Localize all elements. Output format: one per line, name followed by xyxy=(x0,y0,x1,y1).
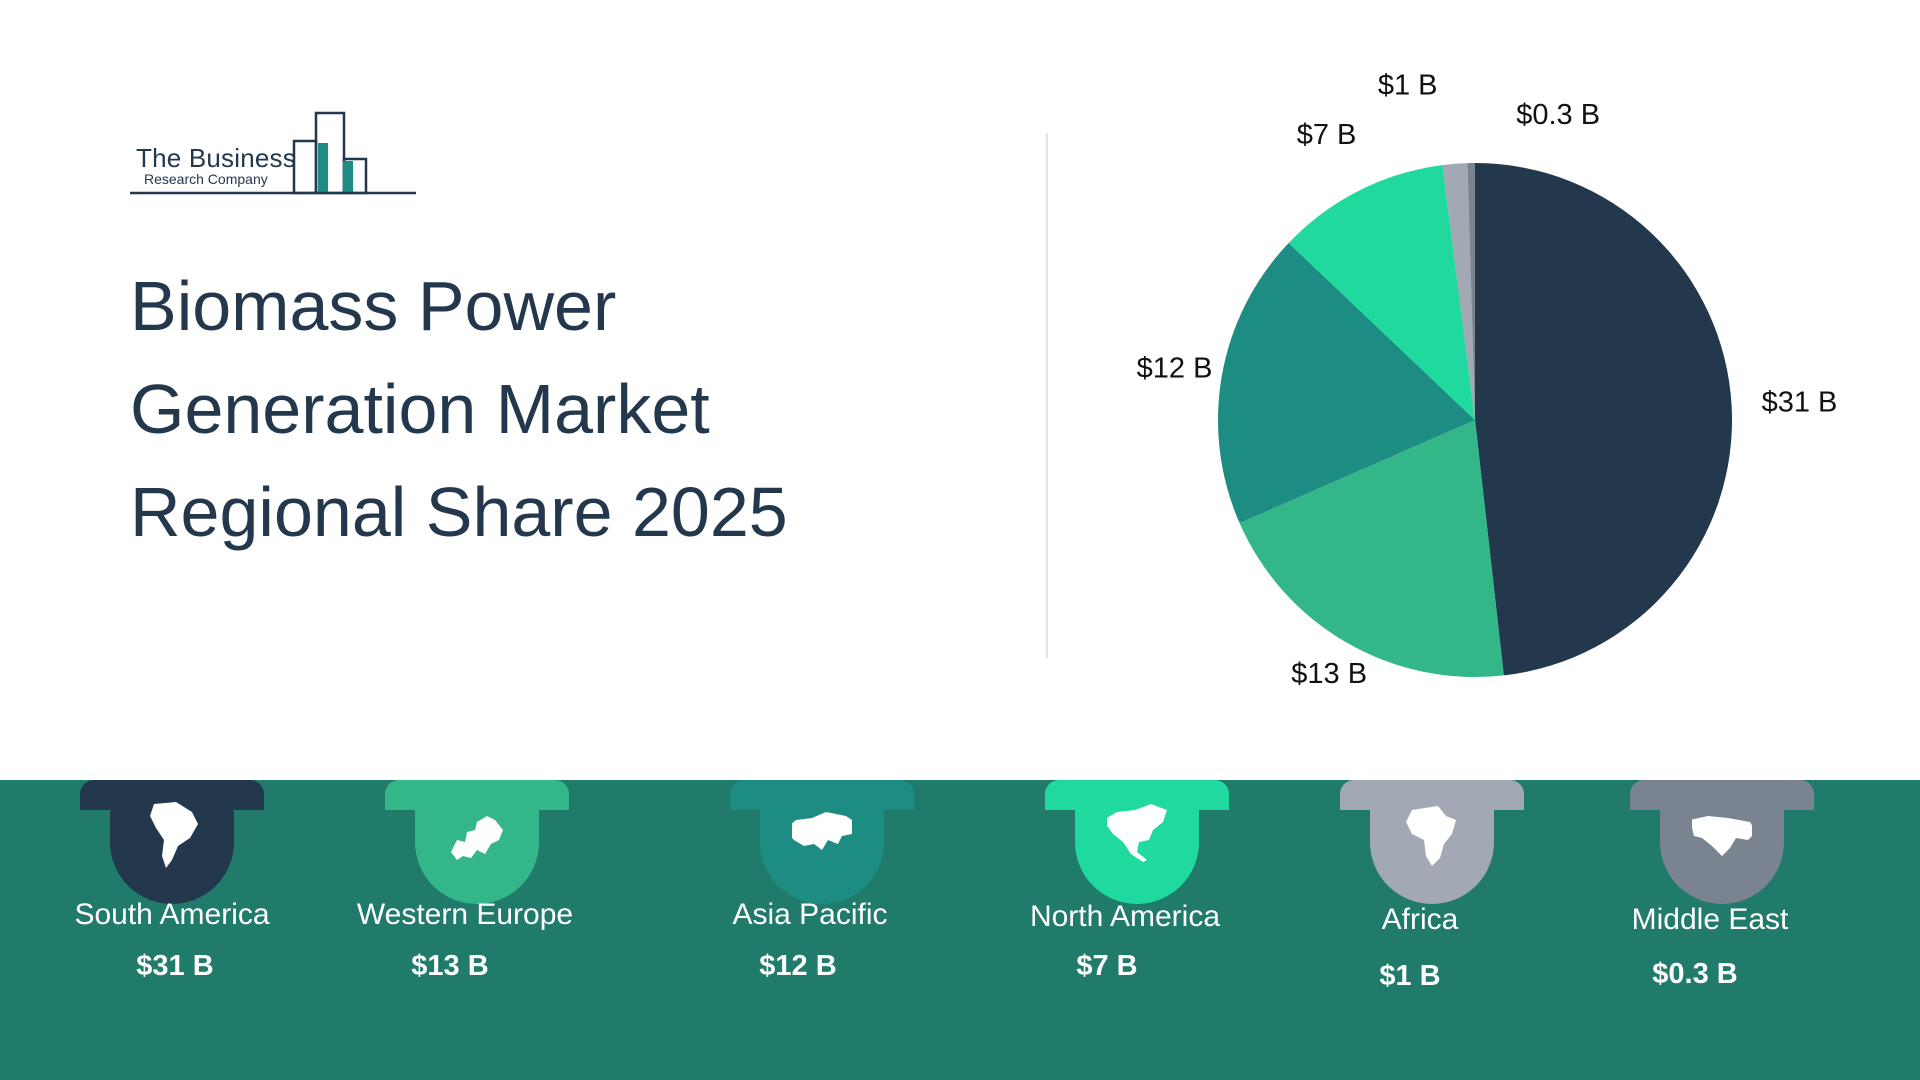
pie-slice xyxy=(1475,163,1733,676)
pie-slice xyxy=(1467,163,1475,420)
pie-slice-label: $1 B xyxy=(1378,70,1438,102)
pie-slice xyxy=(1442,163,1475,420)
region-value: $1 B xyxy=(1379,960,1441,992)
region-card-south-america: South America $31 B xyxy=(0,780,320,1080)
logo-buildings-icon xyxy=(130,111,416,195)
region-name: South America xyxy=(74,898,270,931)
pie-slice-label: $7 B xyxy=(1297,119,1357,151)
region-name: Middle East xyxy=(1631,903,1789,936)
title-line-2: Generation Market xyxy=(130,370,710,448)
logo-subtitle: Research Company xyxy=(144,171,268,187)
europe-map-icon xyxy=(451,816,503,860)
pie-labels: $31 B $13 B $12 B $7 B $1 B $0.3 B xyxy=(1137,70,1838,690)
region-card-africa: Africa $1 B xyxy=(1260,780,1580,1080)
regions-band: South America $31 B Western Europe $13 B… xyxy=(0,780,1920,1080)
pie-slice-label: $31 B xyxy=(1762,387,1838,419)
region-value: $7 B xyxy=(1076,950,1138,982)
region-name: North America xyxy=(1029,900,1221,933)
pie-slice-label: $12 B xyxy=(1137,352,1213,384)
region-value: $13 B xyxy=(411,950,489,982)
region-name: Asia Pacific xyxy=(732,898,888,931)
region-name: Africa xyxy=(1381,903,1459,936)
pie-slice xyxy=(1218,242,1475,524)
region-value: $12 B xyxy=(759,950,837,982)
region-card-asia-pacific: Asia Pacific $12 B xyxy=(650,780,970,1080)
region-value: $0.3 B xyxy=(1652,958,1738,990)
pie-chart: $31 B $13 B $12 B $7 B $1 B $0.3 B xyxy=(1137,70,1838,690)
region-card-north-america: North America $7 B xyxy=(965,780,1285,1080)
africa-map-icon xyxy=(1406,806,1456,866)
asia-map-icon xyxy=(792,812,852,850)
pie-slice xyxy=(1239,420,1504,677)
page-title: Biomass Power Generation Market Regional… xyxy=(130,255,890,564)
logo-name: The Business xyxy=(136,143,296,173)
region-card-middle-east: Middle East $0.3 B xyxy=(1550,780,1870,1080)
pie-slice xyxy=(1288,165,1475,420)
south-america-map-icon xyxy=(150,802,198,868)
pie-slices xyxy=(1218,163,1733,677)
pie-slice-label: $0.3 B xyxy=(1516,99,1600,131)
region-card-western-europe: Western Europe $13 B xyxy=(305,780,625,1080)
title-line-1: Biomass Power xyxy=(130,267,617,345)
middle-east-map-icon xyxy=(1692,816,1752,856)
divider xyxy=(1046,133,1048,658)
company-logo: The Business Research Company xyxy=(130,105,430,205)
pie-slice-label: $13 B xyxy=(1291,658,1367,690)
title-line-3: Regional Share 2025 xyxy=(130,473,788,551)
region-value: $31 B xyxy=(136,950,214,982)
north-america-map-icon xyxy=(1107,804,1167,862)
region-name: Western Europe xyxy=(356,898,574,931)
